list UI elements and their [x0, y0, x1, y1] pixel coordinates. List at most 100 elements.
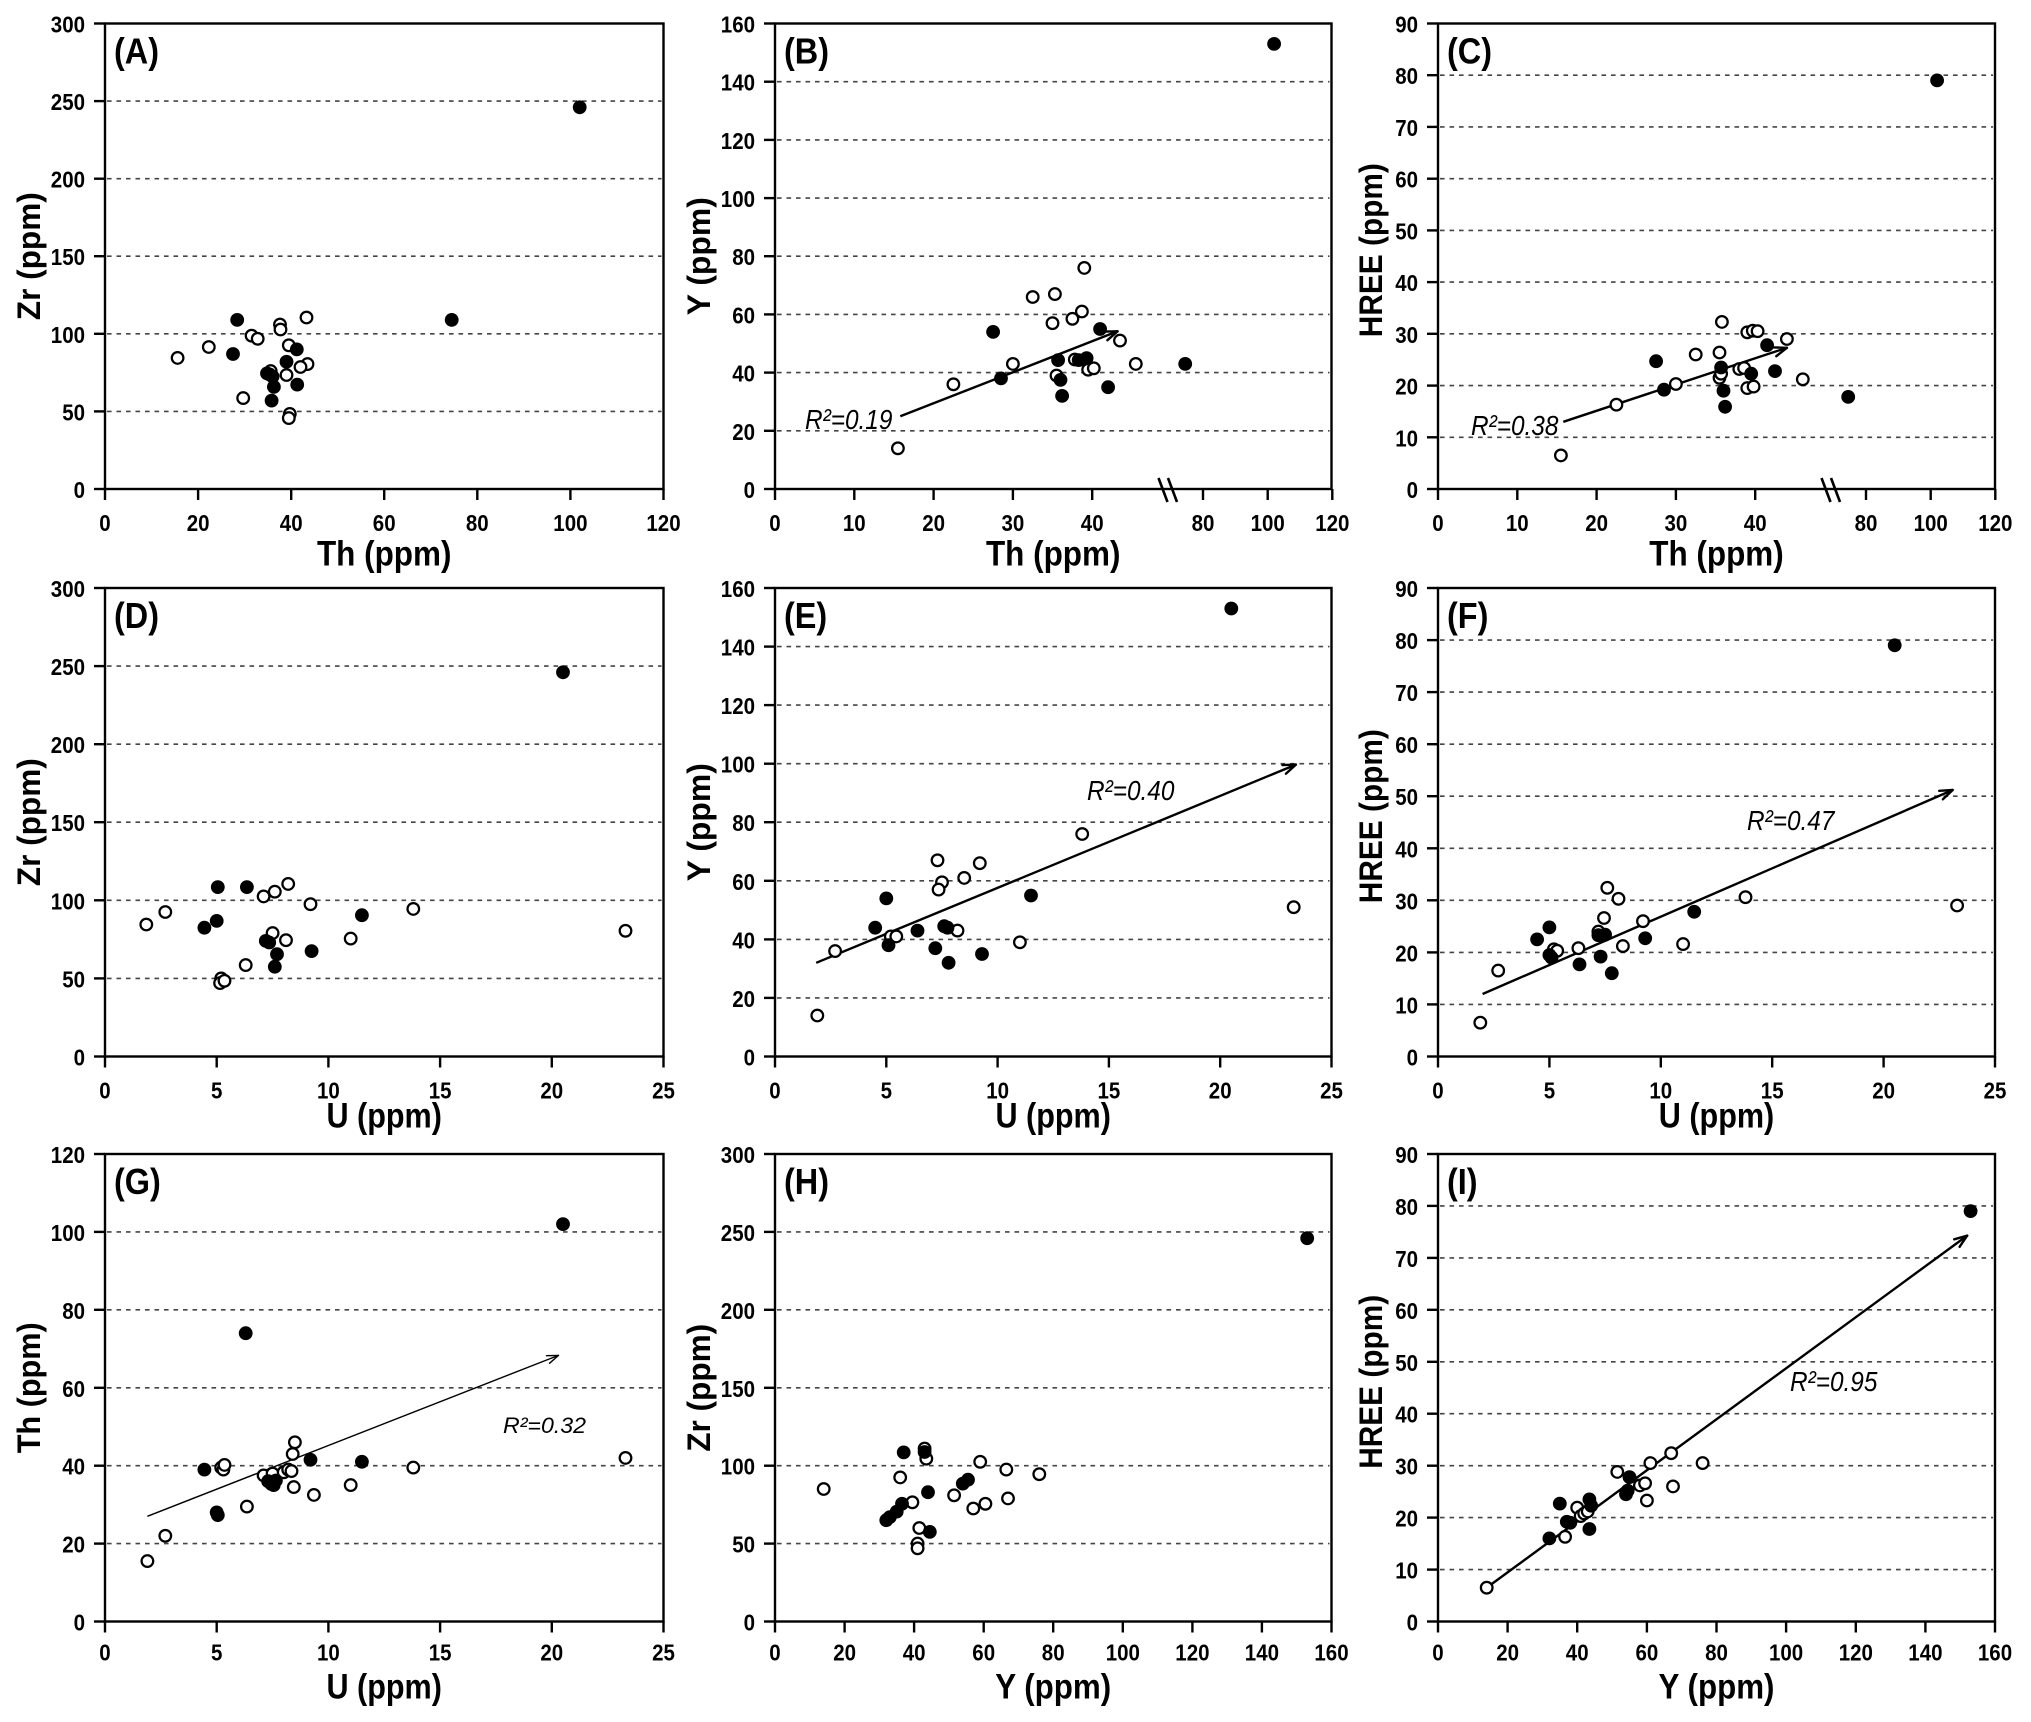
svg-text:(I): (I)	[1447, 1161, 1478, 1202]
svg-text:80: 80	[62, 1298, 85, 1324]
svg-text:20: 20	[1585, 510, 1608, 536]
svg-text:(F): (F)	[1447, 595, 1488, 636]
svg-text:R²=0.47: R²=0.47	[1747, 805, 1836, 836]
svg-text:10: 10	[1395, 1558, 1418, 1584]
svg-text:80: 80	[466, 510, 489, 536]
svg-text:5: 5	[211, 1078, 223, 1104]
svg-text:0: 0	[769, 510, 780, 536]
svg-text:40: 40	[280, 510, 303, 536]
svg-text:0: 0	[744, 1045, 755, 1071]
svg-text:25: 25	[652, 1640, 675, 1666]
svg-text:80: 80	[1395, 628, 1418, 654]
svg-text:90: 90	[1395, 12, 1418, 38]
svg-text:80: 80	[732, 244, 755, 270]
svg-text:120: 120	[1315, 510, 1349, 536]
svg-text:60: 60	[972, 1640, 995, 1666]
svg-text:0: 0	[74, 1610, 85, 1636]
svg-text:R²=0.32: R²=0.32	[503, 1413, 586, 1438]
svg-text:160: 160	[1978, 1640, 2012, 1666]
svg-text:100: 100	[1106, 1640, 1140, 1666]
svg-text:150: 150	[721, 1376, 755, 1402]
svg-text:5: 5	[211, 1640, 223, 1666]
svg-text:U (ppm): U (ppm)	[326, 1668, 442, 1707]
svg-text:Zr (ppm): Zr (ppm)	[11, 192, 47, 320]
svg-text:10: 10	[1506, 510, 1529, 536]
svg-text:50: 50	[1395, 218, 1418, 244]
svg-text:(A): (A)	[114, 31, 159, 72]
svg-text:10: 10	[1395, 992, 1418, 1018]
svg-text:U (ppm): U (ppm)	[326, 1097, 442, 1136]
svg-text:120: 120	[1839, 1640, 1873, 1666]
svg-text:40: 40	[1566, 1640, 1589, 1666]
svg-text:20: 20	[1395, 374, 1418, 400]
svg-text:30: 30	[1002, 510, 1025, 536]
svg-text:0: 0	[769, 1640, 780, 1666]
svg-text:30: 30	[1665, 510, 1688, 536]
svg-text:200: 200	[51, 732, 85, 758]
svg-text:60: 60	[373, 510, 396, 536]
svg-text:0: 0	[1407, 1610, 1418, 1636]
svg-text:50: 50	[62, 399, 85, 425]
svg-text:30: 30	[1395, 1454, 1418, 1480]
svg-text:0: 0	[769, 1078, 780, 1104]
svg-text:150: 150	[51, 244, 85, 270]
svg-text:150: 150	[51, 810, 85, 836]
svg-text:40: 40	[1744, 510, 1767, 536]
svg-text:20: 20	[1496, 1640, 1519, 1666]
svg-text:20: 20	[62, 1532, 85, 1558]
svg-text:100: 100	[51, 322, 85, 348]
svg-text:0: 0	[744, 477, 755, 503]
svg-text:40: 40	[1395, 270, 1418, 296]
svg-text:40: 40	[903, 1640, 926, 1666]
svg-text:250: 250	[51, 89, 85, 115]
svg-text:U (ppm): U (ppm)	[995, 1097, 1111, 1136]
svg-text:100: 100	[1769, 1640, 1803, 1666]
svg-text:100: 100	[721, 186, 755, 212]
svg-text:80: 80	[1855, 510, 1878, 536]
svg-text:80: 80	[1395, 63, 1418, 89]
svg-text:60: 60	[1636, 1640, 1659, 1666]
svg-text:120: 120	[51, 1142, 85, 1168]
svg-text:160: 160	[1314, 1640, 1348, 1666]
svg-text:HREE (ppm): HREE (ppm)	[1353, 729, 1389, 903]
svg-text:30: 30	[1395, 888, 1418, 914]
svg-text:Y (ppm): Y (ppm)	[681, 197, 717, 315]
svg-text:50: 50	[1395, 1350, 1418, 1376]
svg-text:0: 0	[99, 510, 110, 536]
svg-text:(D): (D)	[114, 595, 159, 636]
svg-text:40: 40	[1395, 836, 1418, 862]
svg-text:R²=0.40: R²=0.40	[1087, 775, 1175, 806]
svg-text:80: 80	[1395, 1194, 1418, 1220]
svg-text:10: 10	[843, 510, 866, 536]
svg-text:(H): (H)	[784, 1161, 829, 1202]
svg-text:100: 100	[51, 1220, 85, 1246]
svg-text:Y (ppm): Y (ppm)	[995, 1668, 1111, 1707]
svg-text:40: 40	[1395, 1402, 1418, 1428]
svg-text:HREE (ppm): HREE (ppm)	[1353, 163, 1389, 337]
svg-text:90: 90	[1395, 1142, 1418, 1168]
svg-text:30: 30	[1395, 322, 1418, 348]
svg-text:0: 0	[1432, 510, 1443, 536]
svg-text:120: 120	[646, 510, 680, 536]
svg-text:(B): (B)	[784, 31, 829, 72]
svg-text:25: 25	[1320, 1078, 1343, 1104]
svg-text:60: 60	[1395, 732, 1418, 758]
svg-text:50: 50	[732, 1532, 755, 1558]
svg-text:40: 40	[1081, 510, 1104, 536]
svg-text:0: 0	[1432, 1640, 1443, 1666]
svg-text:0: 0	[1432, 1078, 1443, 1104]
svg-text:100: 100	[51, 888, 85, 914]
svg-text:100: 100	[1914, 510, 1948, 536]
svg-text:160: 160	[721, 576, 755, 602]
svg-text:R²=0.38: R²=0.38	[1471, 410, 1559, 441]
svg-text:60: 60	[732, 302, 755, 328]
svg-text:140: 140	[721, 635, 755, 661]
svg-text:120: 120	[721, 693, 755, 719]
svg-text:R²=0.95: R²=0.95	[1790, 1366, 1878, 1397]
svg-text:(C): (C)	[1447, 31, 1492, 72]
svg-text:(G): (G)	[114, 1161, 161, 1202]
svg-text:20: 20	[187, 510, 210, 536]
svg-text:80: 80	[1705, 1640, 1728, 1666]
svg-text:200: 200	[51, 167, 85, 193]
svg-text:140: 140	[1245, 1640, 1279, 1666]
